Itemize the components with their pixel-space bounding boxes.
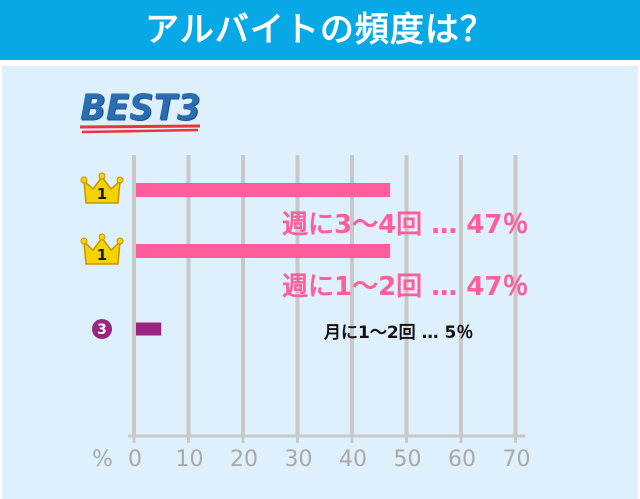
bar [136,244,391,258]
x-tick-label: 20 [230,447,258,472]
rank-number: 1 [97,185,107,203]
x-tick-label: 40 [339,447,367,472]
page-title: アルバイトの頻度は？ [145,10,495,50]
x-tick-label: 0 [128,447,142,472]
best3-badge: BEST3 [80,87,201,129]
bar [136,183,391,197]
x-tick-label: 70 [502,447,531,472]
bar-label: 週に1～2回 … 47％ [282,272,529,302]
x-tick-label: 10 [175,447,204,472]
bar-label: 月に1～2回 … 5％ [324,323,474,343]
bar [136,322,162,336]
header-banner: アルバイトの頻度は？ [0,0,640,60]
x-axis-unit-label: % [92,447,113,472]
crown-icon: 1 [80,172,124,204]
x-tick-label: 30 [284,447,313,472]
rank-number: 3 [97,322,107,338]
crown-icon: 1 [80,233,124,265]
best3-underline [79,124,201,134]
rank-circle-icon [92,319,112,339]
chart-panel [2,66,638,499]
bar-label: 週に3～4回 … 47％ [282,210,529,240]
rank-number: 1 [97,246,107,264]
x-tick-label: 50 [393,447,422,472]
x-tick-label: 60 [448,447,476,472]
